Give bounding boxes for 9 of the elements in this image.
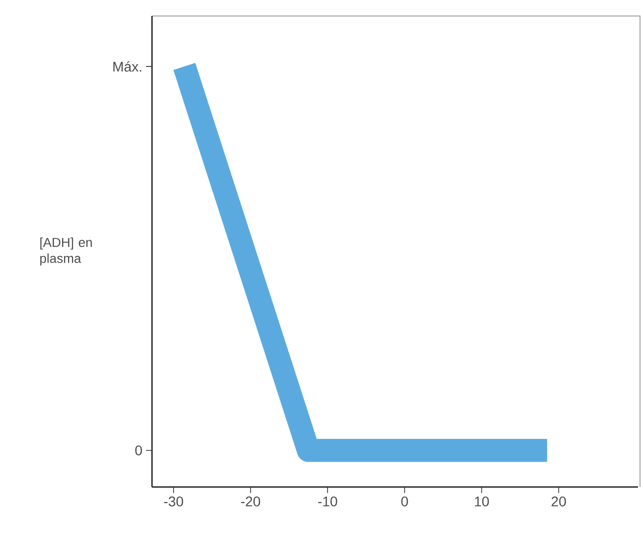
x-tick-label: 20 xyxy=(552,496,566,506)
x-tick-label: -10 xyxy=(318,496,338,506)
x-tick-label: -30 xyxy=(164,496,184,506)
x-tick-label: -20 xyxy=(241,496,260,506)
text: Máx. xyxy=(113,61,142,72)
x-tick-label: 10 xyxy=(474,496,489,506)
x-tick-label: 0 xyxy=(401,496,408,506)
text: 0 xyxy=(135,445,142,456)
y-axis-title: [ADH] en plasma xyxy=(40,237,92,266)
